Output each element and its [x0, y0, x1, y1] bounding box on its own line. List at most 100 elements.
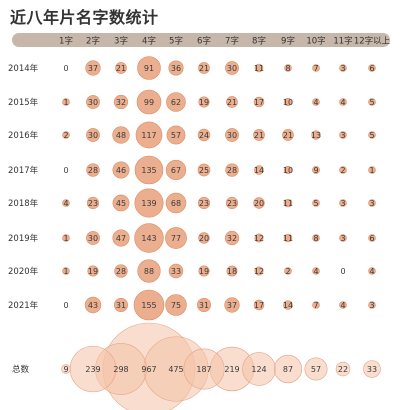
bubble — [86, 95, 100, 109]
bubble-value: 48 — [116, 131, 126, 140]
bubble-value: 0 — [63, 301, 68, 310]
bubble-value: 4 — [63, 199, 68, 208]
bubble — [62, 98, 70, 106]
bubble — [86, 128, 100, 142]
bubble-value: 11 — [254, 64, 264, 73]
bubble-value: 57 — [171, 131, 181, 140]
bubble — [112, 229, 130, 247]
bubble — [198, 96, 210, 108]
bubble — [87, 265, 99, 277]
bubble-value: 30 — [88, 131, 98, 140]
bubble-value: 7 — [313, 301, 318, 310]
bubble — [283, 198, 293, 208]
bubble — [196, 297, 212, 313]
bubble-value: 3 — [340, 199, 345, 208]
bubble-value: 14 — [283, 301, 293, 310]
bubble-value: 4 — [340, 301, 345, 310]
bubble — [62, 131, 70, 139]
column-header: 9字 — [281, 36, 295, 47]
bubble-value: 21 — [116, 64, 126, 73]
bubble — [339, 166, 347, 174]
bubble — [168, 263, 184, 279]
bubble — [254, 165, 264, 175]
column-header: 3字 — [114, 36, 128, 47]
bubble — [197, 128, 211, 142]
bubble — [112, 161, 130, 179]
bubble-value: 4 — [340, 98, 345, 107]
bubble — [225, 128, 239, 142]
bubble — [134, 188, 164, 218]
bubble — [339, 234, 347, 242]
bubble — [113, 297, 129, 313]
bubble-value: 28 — [88, 166, 98, 175]
bubble-value: 17 — [254, 98, 264, 107]
bubble-value: 99 — [144, 98, 154, 107]
bubble-value: 37 — [88, 64, 98, 73]
bubble-value: 23 — [199, 199, 209, 208]
bubble — [115, 62, 127, 74]
row-label: 2015年 — [8, 97, 39, 108]
bubble-value: 10 — [283, 98, 293, 107]
bubble-value: 24 — [199, 131, 209, 140]
bubble-value: 37 — [227, 301, 237, 310]
bubble — [283, 97, 293, 107]
bubble — [62, 234, 70, 242]
bubble — [254, 266, 264, 276]
total-value: 298 — [113, 365, 128, 374]
bubble — [225, 61, 239, 75]
bubble-value: 5 — [369, 131, 374, 140]
bubble-value: 23 — [227, 199, 237, 208]
bubble-value: 0 — [63, 166, 68, 175]
bubble — [62, 199, 70, 207]
bubble — [312, 64, 320, 72]
bubble — [312, 234, 320, 242]
bubble-value: 17 — [254, 301, 264, 310]
bubble-value: 8 — [313, 234, 318, 243]
bubble — [339, 301, 347, 309]
row-label: 2018年 — [8, 198, 39, 209]
bubble — [254, 63, 264, 73]
total-bubble — [273, 354, 303, 384]
bubble — [312, 267, 320, 275]
bubble-value: 28 — [227, 166, 237, 175]
bubble-value: 19 — [88, 267, 98, 276]
bubble — [283, 233, 293, 243]
total-value: 22 — [338, 365, 348, 374]
bubble-value: 36 — [171, 64, 181, 73]
bubble-value: 1 — [369, 166, 374, 175]
row-label: 2021年 — [8, 300, 39, 311]
bubble — [226, 96, 238, 108]
row-label: 2019年 — [8, 233, 39, 244]
total-value: 57 — [311, 365, 321, 374]
bubble — [165, 227, 187, 249]
bubble-value: 88 — [144, 267, 154, 276]
bubble-value: 5 — [369, 98, 374, 107]
bubble-value: 2 — [285, 267, 290, 276]
bubble-value: 33 — [171, 267, 181, 276]
bubble — [253, 197, 265, 209]
total-bubble — [335, 361, 351, 377]
bubble-value: 21 — [227, 98, 237, 107]
bubble — [312, 166, 320, 174]
bubble-value: 25 — [199, 166, 209, 175]
bubble-value: 77 — [171, 234, 181, 243]
bubble-value: 62 — [171, 98, 181, 107]
bubble — [312, 301, 320, 309]
bubble — [224, 297, 240, 313]
column-header: 11字 — [333, 36, 352, 47]
bubble — [225, 196, 239, 210]
bubble-value: 0 — [63, 64, 68, 73]
bubble — [197, 196, 211, 210]
bubble-value: 14 — [254, 166, 264, 175]
column-header: 4字 — [142, 36, 156, 47]
bubble — [133, 289, 165, 321]
bubble — [284, 64, 292, 72]
bubble — [312, 199, 320, 207]
bubble-value: 117 — [141, 131, 156, 140]
total-value: 475 — [168, 365, 183, 374]
bubble-value: 139 — [141, 199, 156, 208]
bubble — [134, 223, 164, 253]
bubble — [198, 62, 210, 74]
bubble-value: 32 — [116, 98, 126, 107]
bubble-value: 30 — [88, 98, 98, 107]
